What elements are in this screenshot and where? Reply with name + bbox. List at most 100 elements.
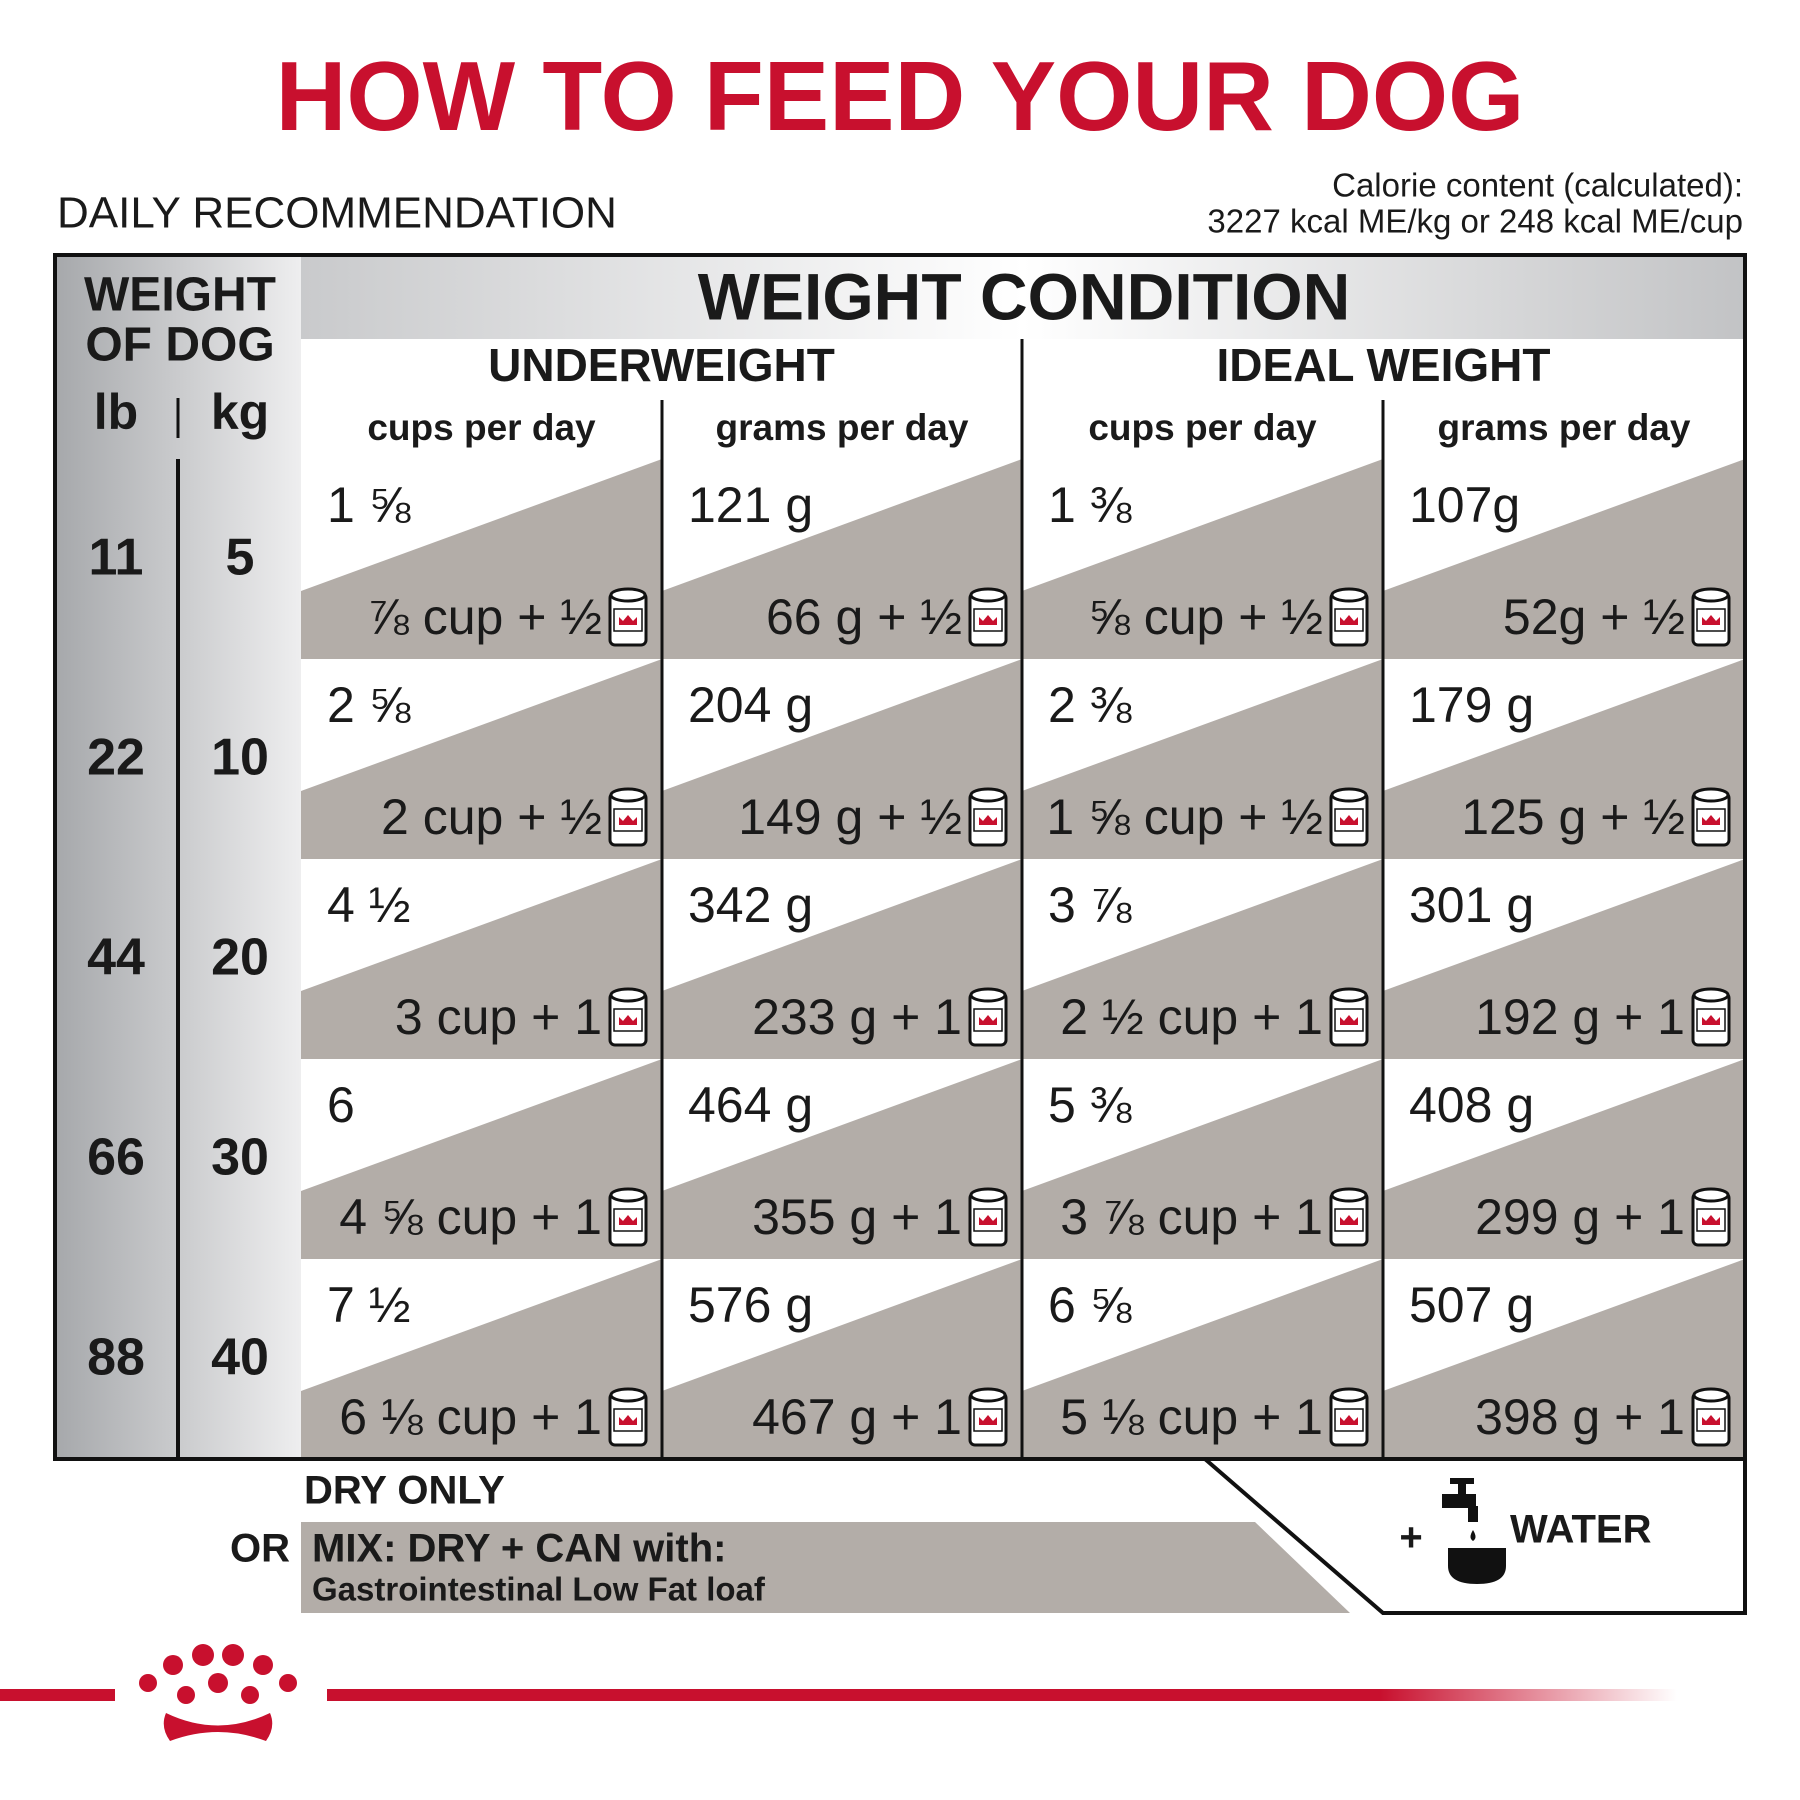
brand-line xyxy=(327,1689,1677,1701)
brand-line xyxy=(0,1689,115,1701)
mix-amount: 5 ⅛ cup + 1 xyxy=(1060,1389,1323,1445)
mix-amount: 3 cup + 1 xyxy=(395,989,602,1045)
can-icon xyxy=(608,1387,648,1447)
crown-dot xyxy=(253,1655,273,1675)
can-icon xyxy=(1329,1387,1369,1447)
cell-shade xyxy=(301,459,662,659)
can-lid xyxy=(1330,587,1368,603)
crown-dot xyxy=(208,1673,228,1693)
can-icon xyxy=(1691,1187,1731,1247)
can-icon xyxy=(1691,787,1731,847)
column-header: cups per day xyxy=(1088,407,1317,448)
dry-amount: 6 xyxy=(327,1077,355,1133)
weight-kg: 10 xyxy=(211,729,269,787)
crown-dot xyxy=(177,1686,195,1704)
dry-amount: 179 g xyxy=(1409,677,1534,733)
dry-amount: 301 g xyxy=(1409,877,1534,933)
can-crown xyxy=(1702,815,1720,825)
weight-kg: 30 xyxy=(211,1129,269,1187)
weight-kg: 20 xyxy=(211,929,269,987)
can-icon xyxy=(1691,987,1731,1047)
column-header: cups per day xyxy=(367,407,596,448)
dry-amount: 2 ⅜ xyxy=(1048,677,1132,733)
mix-amount: 2 cup + ½ xyxy=(381,789,602,845)
column-header: grams per day xyxy=(1438,407,1691,448)
mix-amount: ⅞ cup + ½ xyxy=(367,589,602,645)
can-crown xyxy=(1340,1415,1358,1425)
mix-amount: 66 g + ½ xyxy=(766,589,962,645)
unit-label: lb xyxy=(94,384,138,440)
can-icon xyxy=(1329,587,1369,647)
can-lid xyxy=(1330,787,1368,803)
dry-amount: 4 ½ xyxy=(327,877,410,933)
tap-spout xyxy=(1468,1506,1478,1522)
weight-lb: 11 xyxy=(89,529,144,587)
can-crown xyxy=(979,815,997,825)
mix-amount: 355 g + 1 xyxy=(752,1189,962,1245)
cell-shade xyxy=(662,1059,1022,1259)
cell-shade xyxy=(1022,659,1383,859)
mix-amount: 125 g + ½ xyxy=(1461,789,1685,845)
plus: + xyxy=(1399,1516,1422,1560)
calorie-line: 3227 kcal ME/kg or 248 kcal ME/cup xyxy=(1207,203,1743,240)
can-lid xyxy=(609,1387,647,1403)
weight-kg: 5 xyxy=(226,529,255,587)
can-lid xyxy=(1692,1387,1730,1403)
can-crown xyxy=(979,1215,997,1225)
can-lid xyxy=(969,987,1007,1003)
group-header: IDEAL WEIGHT xyxy=(1217,339,1551,391)
water-label: WATER xyxy=(1510,1508,1652,1552)
weight-lb: 88 xyxy=(87,1329,145,1387)
mix-amount: 3 ⅞ cup + 1 xyxy=(1060,1189,1323,1245)
crown-logo xyxy=(139,1644,297,1741)
group-header: UNDERWEIGHT xyxy=(488,339,835,391)
dry-amount: 1 ⅝ xyxy=(327,477,411,533)
dry-amount: 342 g xyxy=(688,877,813,933)
can-crown xyxy=(1340,615,1358,625)
can-crown xyxy=(1340,1015,1358,1025)
can-crown xyxy=(979,1415,997,1425)
crown-dot xyxy=(192,1644,214,1666)
water-box xyxy=(1203,1457,1747,1615)
crown-dot xyxy=(222,1644,244,1666)
tap-bowl xyxy=(1448,1548,1506,1584)
mix-amount: 2 ½ cup + 1 xyxy=(1060,989,1323,1045)
cell-shade xyxy=(1022,459,1383,659)
cell-shade xyxy=(662,659,1022,859)
can-icon xyxy=(608,987,648,1047)
dry-amount: 2 ⅝ xyxy=(327,677,411,733)
weight-lb: 22 xyxy=(87,729,145,787)
tap-body xyxy=(1442,1494,1476,1508)
mix-label: MIX: DRY + CAN with: xyxy=(312,1527,726,1571)
can-lid xyxy=(969,587,1007,603)
cell-shade xyxy=(1383,459,1745,659)
dry-amount: 507 g xyxy=(1409,1277,1534,1333)
cell-shade xyxy=(301,1059,662,1259)
can-lid xyxy=(969,1187,1007,1203)
can-icon xyxy=(968,787,1008,847)
tap-drop xyxy=(1470,1530,1476,1541)
dry-only: DRY ONLY xyxy=(304,1469,505,1513)
cell-shade xyxy=(1022,1059,1383,1259)
dry-amount: 107g xyxy=(1409,477,1520,533)
column-header: grams per day xyxy=(716,407,969,448)
can-crown xyxy=(979,1015,997,1025)
dry-amount: 464 g xyxy=(688,1077,813,1133)
mix-amount: 149 g + ½ xyxy=(738,789,962,845)
can-icon xyxy=(1329,987,1369,1047)
cell-shade xyxy=(1383,1059,1745,1259)
or-label: OR xyxy=(230,1527,290,1571)
can-icon xyxy=(968,587,1008,647)
mix-amount: 467 g + 1 xyxy=(752,1389,962,1445)
dry-amount: 1 ⅜ xyxy=(1048,477,1132,533)
can-crown xyxy=(1702,1415,1720,1425)
cell-shade xyxy=(1022,859,1383,1059)
dry-amount: 3 ⅞ xyxy=(1048,877,1132,933)
mix-product: Gastrointestinal Low Fat loaf xyxy=(312,1571,766,1608)
mix-amount: 192 g + 1 xyxy=(1475,989,1685,1045)
can-crown xyxy=(619,815,637,825)
cell-shade xyxy=(1383,859,1745,1059)
mix-band xyxy=(301,1522,1350,1613)
can-crown xyxy=(1340,815,1358,825)
can-icon xyxy=(1329,1187,1369,1247)
